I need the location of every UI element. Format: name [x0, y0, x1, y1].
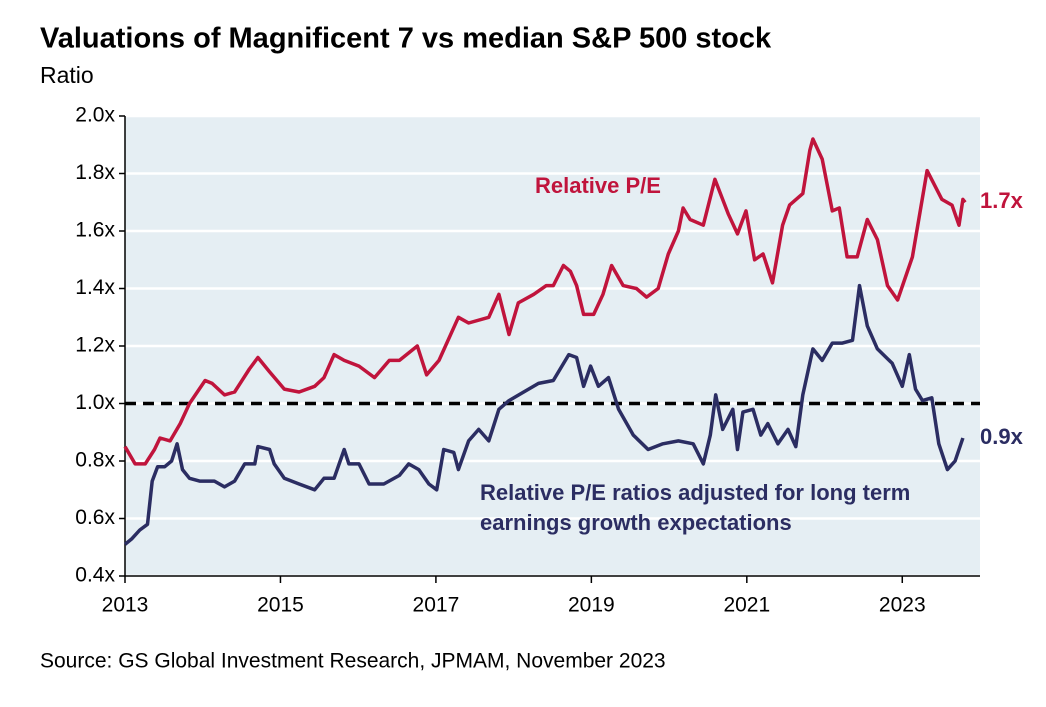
y-tick-label: 1.6x: [75, 219, 115, 242]
y-tick-label: 1.2x: [75, 334, 115, 357]
x-tick-label: 2021: [723, 594, 770, 617]
series-line: [123, 137, 967, 466]
series-label: Relative P/E: [535, 173, 661, 198]
y-tick-label: 1.4x: [75, 276, 115, 299]
y-tick-label: 1.0x: [75, 391, 115, 414]
chart-subtitle: Ratio: [40, 62, 94, 88]
x-tick-label: 2019: [568, 594, 615, 617]
end-label: 1.7x: [980, 188, 1024, 213]
y-tick-label: 0.8x: [75, 449, 115, 472]
y-tick-label: 0.4x: [75, 564, 115, 587]
series-line: [123, 283, 965, 546]
series-label: Relative P/E ratios adjusted for long te…: [480, 480, 911, 535]
y-tick-label: 1.8x: [75, 161, 115, 184]
chart-title: Valuations of Magnificent 7 vs median S&…: [40, 23, 772, 55]
x-tick-label: 2015: [257, 594, 304, 617]
x-tick-label: 2013: [102, 594, 149, 617]
series-label-box: Relative P/E ratios adjusted for long te…: [480, 480, 911, 535]
x-tick-label: 2023: [879, 594, 926, 617]
source-note: Source: GS Global Investment Research, J…: [40, 650, 666, 673]
end-label: 0.9x: [980, 424, 1024, 449]
x-tick-label: 2017: [413, 594, 460, 617]
y-tick-label: 2.0x: [75, 104, 115, 127]
y-tick-label: 0.6x: [75, 506, 115, 529]
